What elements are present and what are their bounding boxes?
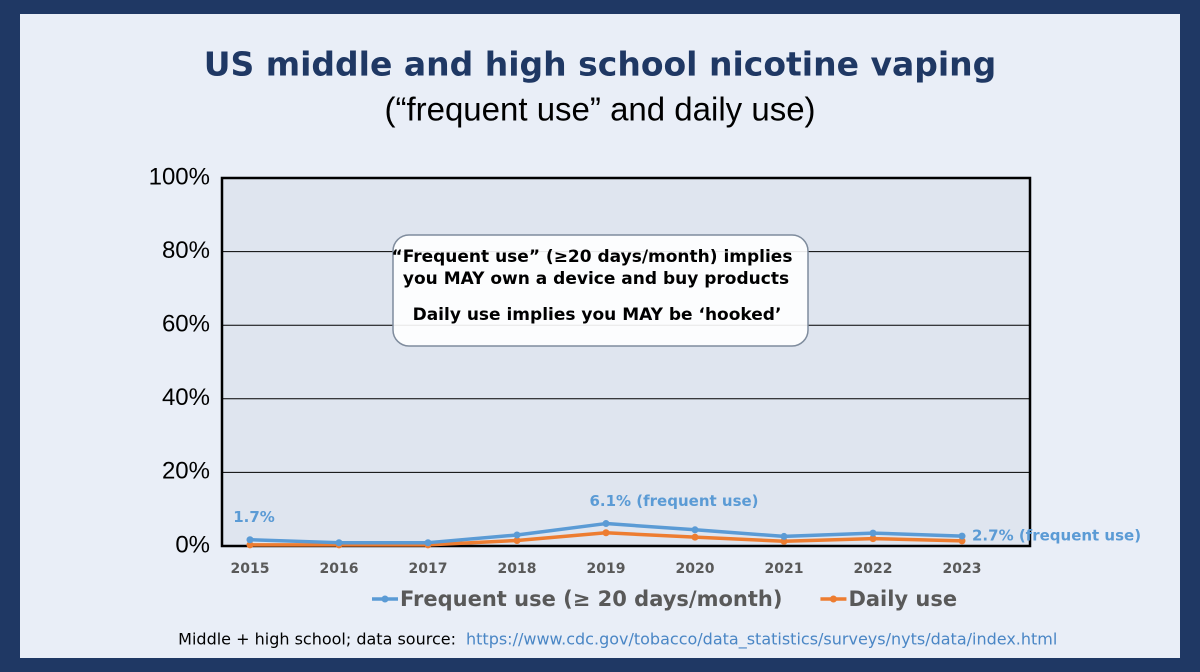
x-tick-label: 2023 [943,561,982,577]
value-label: 2.7% (frequent use) [972,527,1141,545]
point [335,539,343,547]
legend-label: Frequent use (≥ 20 days/month) [400,587,782,611]
chart-title: US middle and high school nicotine vapin… [204,45,997,84]
point [958,537,966,545]
annotation: Daily use implies you MAY be ‘hooked’ [413,305,782,325]
point [691,526,699,534]
value-label: 6.1% (frequent use) [589,492,758,510]
point [958,532,966,540]
point [869,529,877,537]
y-tick-label: 80% [162,237,210,264]
chart-subtitle: (“frequent use” and daily use) [384,91,815,128]
legend-swatch [381,595,389,603]
footer-text: Middle + high school; data source: [178,630,456,649]
value-label: 1.7% [233,508,275,526]
point [780,532,788,540]
y-tick-label: 40% [162,384,210,411]
point [513,536,521,544]
plot-border [220,176,1032,548]
legend-swatch [829,595,837,603]
point [602,529,610,537]
footer-url[interactable]: https://www.cdc.gov/tobacco/data_statist… [466,630,1057,650]
point [869,535,877,543]
annotation-box [392,234,809,347]
point [424,539,432,547]
x-tick-label: 2018 [498,561,537,577]
y-tick-label: 60% [162,311,210,338]
x-tick-label: 2016 [320,561,359,577]
annotation: “Frequent use” (≥20 days/month) implies [392,247,793,267]
annotation: you MAY own a device and buy products [403,269,789,289]
y-tick-label: 20% [162,458,210,485]
plot-area [222,178,1030,546]
point [246,541,254,549]
legend-label: Daily use [848,587,957,611]
point [246,536,254,544]
legend: Frequent use (≥ 20 days/month) Daily use [372,587,957,611]
x-tick-label: 2019 [587,561,626,577]
marks: 1.7% 6.1% (frequent use) 2.7% (frequent us… [233,492,1141,549]
x-tick-label: 2021 [765,561,804,577]
point [691,533,699,541]
y-tick-label: 0% [175,531,210,558]
point [513,531,521,539]
y-tick-label: 100% [149,163,210,190]
point [780,537,788,545]
x-tick-label: 2015 [231,561,270,577]
x-tick-label: 2020 [676,561,715,577]
x-tick-label: 2022 [854,561,893,577]
x-tick-label: 2017 [409,561,448,577]
point [602,520,610,528]
